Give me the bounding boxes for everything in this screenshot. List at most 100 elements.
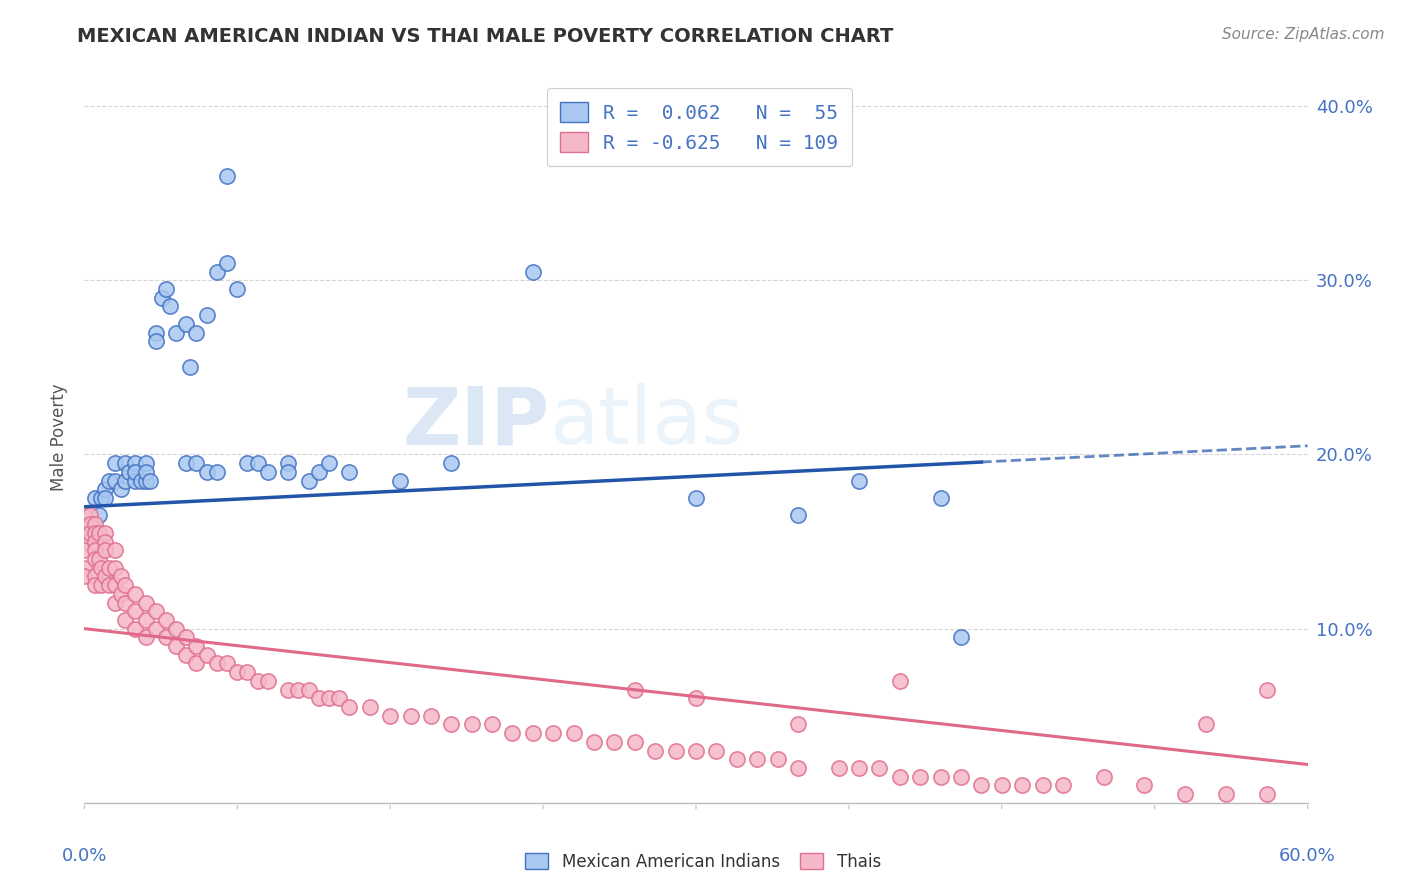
Point: [205, 265, 228, 279]
Point: [1215, 787, 1237, 801]
Point: [104, 595, 127, 609]
Point: [124, 465, 146, 479]
Point: [174, 631, 197, 645]
Point: [114, 456, 136, 470]
Text: 0.0%: 0.0%: [62, 847, 107, 864]
Point: [665, 743, 688, 757]
Legend: Mexican American Indians, Thais: Mexican American Indians, Thais: [517, 845, 889, 880]
Text: 60.0%: 60.0%: [1279, 847, 1336, 864]
Point: [104, 578, 127, 592]
Point: [118, 465, 141, 479]
Point: [1133, 778, 1156, 792]
Point: [257, 673, 280, 688]
Point: [205, 657, 228, 671]
Point: [277, 682, 299, 697]
Point: [910, 770, 932, 784]
Point: [929, 770, 952, 784]
Point: [83, 569, 105, 583]
Point: [522, 726, 544, 740]
Point: [195, 308, 218, 322]
Point: [624, 682, 647, 697]
Point: [79, 508, 101, 523]
Point: [135, 595, 157, 609]
Point: [217, 256, 239, 270]
Point: [787, 717, 810, 731]
Point: [205, 465, 228, 479]
Point: [174, 648, 197, 662]
Point: [124, 474, 146, 488]
Point: [97, 578, 120, 592]
Point: [135, 456, 157, 470]
Point: [339, 700, 361, 714]
Point: [706, 743, 728, 757]
Point: [308, 691, 330, 706]
Point: [1174, 787, 1197, 801]
Point: [389, 474, 412, 488]
Point: [226, 282, 249, 296]
Point: [93, 534, 115, 549]
Point: [562, 726, 585, 740]
Point: [124, 604, 146, 618]
Point: [135, 474, 157, 488]
Point: [236, 665, 259, 680]
Point: [420, 708, 443, 723]
Point: [991, 778, 1014, 792]
Point: [1195, 717, 1218, 731]
Point: [359, 700, 381, 714]
Point: [889, 770, 911, 784]
Point: [277, 456, 299, 470]
Point: [685, 743, 707, 757]
Point: [138, 474, 160, 488]
Point: [83, 517, 105, 532]
Point: [246, 673, 269, 688]
Point: [328, 691, 350, 706]
Point: [73, 534, 96, 549]
Point: [165, 326, 187, 340]
Text: MEXICAN AMERICAN INDIAN VS THAI MALE POVERTY CORRELATION CHART: MEXICAN AMERICAN INDIAN VS THAI MALE POV…: [77, 27, 894, 45]
Point: [73, 508, 96, 523]
Point: [257, 465, 280, 479]
Text: ZIP: ZIP: [402, 384, 550, 461]
Point: [104, 543, 127, 558]
Point: [174, 456, 197, 470]
Point: [87, 508, 110, 523]
Point: [135, 631, 157, 645]
Point: [131, 474, 153, 488]
Point: [644, 743, 666, 757]
Point: [399, 708, 422, 723]
Point: [502, 726, 524, 740]
Point: [83, 578, 105, 592]
Point: [1092, 770, 1115, 784]
Point: [277, 465, 299, 479]
Point: [87, 552, 110, 566]
Point: [124, 622, 146, 636]
Point: [79, 525, 101, 540]
Point: [186, 639, 208, 653]
Point: [104, 456, 127, 470]
Point: [685, 491, 707, 505]
Point: [73, 569, 96, 583]
Point: [287, 682, 309, 697]
Point: [543, 726, 565, 740]
Point: [246, 456, 269, 470]
Point: [73, 525, 96, 540]
Point: [165, 639, 187, 653]
Legend: R =  0.062   N =  55, R = -0.625   N = 109: R = 0.062 N = 55, R = -0.625 N = 109: [547, 88, 852, 167]
Point: [186, 456, 208, 470]
Point: [83, 543, 105, 558]
Point: [195, 465, 218, 479]
Point: [828, 761, 851, 775]
Point: [90, 560, 112, 574]
Point: [1011, 778, 1033, 792]
Point: [1052, 778, 1074, 792]
Point: [155, 613, 177, 627]
Point: [766, 752, 789, 766]
Point: [110, 483, 132, 497]
Point: [150, 291, 173, 305]
Point: [522, 265, 544, 279]
Point: [83, 534, 105, 549]
Point: [380, 708, 402, 723]
Point: [73, 543, 96, 558]
Point: [87, 525, 110, 540]
Point: [217, 657, 239, 671]
